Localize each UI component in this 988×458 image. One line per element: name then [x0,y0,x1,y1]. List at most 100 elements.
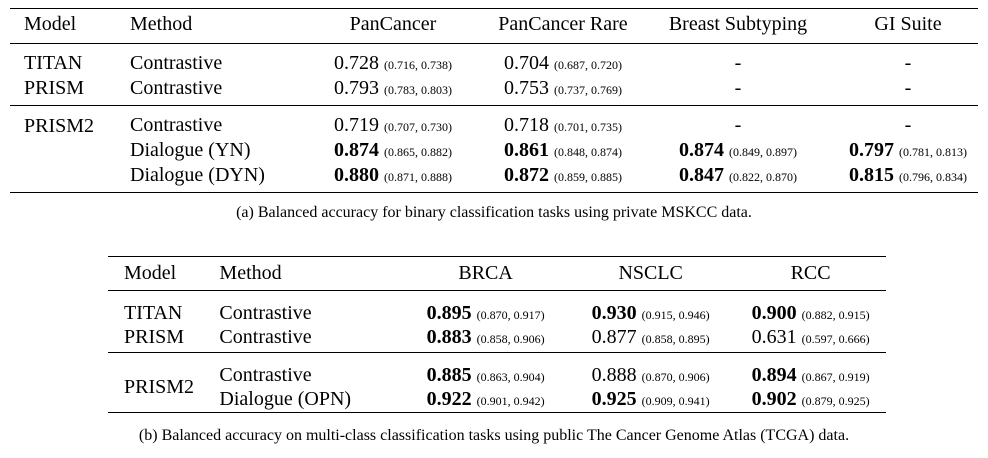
table-row: TITAN Contrastive 0.728 (0.716, 0.738) 0… [0,51,988,76]
metric-value: 0.872 [504,164,549,186]
confidence-interval: (0.867, 0.919) [801,369,870,384]
confidence-interval: (0.865, 0.882) [384,145,452,159]
confidence-interval: (0.870, 0.906) [641,369,710,384]
metric-cell: 0.753 (0.737, 0.769) [478,76,648,101]
model-cell: PRISM2 [24,115,95,137]
metric-cell: 0.815 (0.796, 0.834) [828,163,988,188]
table-row: PRISM2 Contrastive 0.885 (0.863, 0.904) … [108,363,888,398]
metric-value: 0.815 [849,164,894,186]
confidence-interval: (0.871, 0.888) [384,170,452,184]
method-cell: Dialogue (OPN) [219,387,352,410]
table-b-caption: (b) Balanced accuracy on multi-class cla… [138,427,850,444]
confidence-interval: (0.915, 0.946) [641,307,710,322]
column-header-method: Method [219,261,282,284]
column-header-pancancer-rare: PanCancer Rare [498,12,628,35]
metric-value: 0.895 [426,301,472,324]
metric-value: 0.930 [591,301,637,324]
metric-cell: 0.877 (0.858, 0.895) [568,325,733,349]
table-a-group-rule [10,105,978,106]
table-a-bottom-rule [10,192,978,193]
table-b-group-rule [108,352,886,353]
metric-cell: 0.861 (0.848, 0.874) [478,138,648,163]
table-a-top-rule [10,8,978,9]
metric-value: - [734,114,742,136]
metric-cell: 0.793 (0.783, 0.803) [308,76,478,101]
column-header-model: Model [124,261,177,284]
table-row: PRISM2 Contrastive 0.719 (0.707, 0.730) … [0,113,988,138]
table-row: Dialogue (YN) 0.874 (0.865, 0.882) 0.861… [0,138,988,163]
method-cell: Contrastive [130,114,223,136]
metric-value: - [904,77,912,99]
metric-cell: 0.885 (0.863, 0.904) [403,363,568,387]
metric-value: 0.874 [679,139,724,161]
confidence-interval: (0.737, 0.769) [554,83,622,97]
metric-value: 0.925 [591,387,637,410]
table-b-header-row: Model Method BRCA NSCLC RCC [108,259,888,287]
model-cell: PRISM2 [124,375,195,398]
metric-value: 0.631 [751,325,797,348]
confidence-interval: (0.859, 0.885) [554,170,622,184]
method-cell: Dialogue (YN) [130,139,251,161]
method-cell: Dialogue (DYN) [130,164,265,186]
metric-value: 0.797 [849,139,894,161]
column-header-breast-subtyping: Breast Subtyping [668,12,808,35]
metric-value: 0.861 [504,139,549,161]
metric-cell: 0.874 (0.849, 0.897) [648,138,828,163]
metric-value: 0.847 [679,164,724,186]
table-b-header-rule [108,290,886,291]
column-header-nsclc: NSCLC [618,261,683,284]
metric-value: 0.885 [426,363,472,386]
confidence-interval: (0.863, 0.904) [476,369,545,384]
metric-cell: - [828,51,988,76]
metric-cell: 0.728 (0.716, 0.738) [308,51,478,76]
metric-cell: 0.900 (0.882, 0.915) [733,301,888,325]
table-a-header-rule [10,43,978,44]
table-b: Model Method BRCA NSCLC RCC TITAN Contra… [108,259,888,411]
metric-value: - [904,52,912,74]
metric-value: 0.718 [504,114,549,136]
metric-cell: - [648,76,828,101]
method-cell: Contrastive [219,363,312,386]
table-row: PRISM Contrastive 0.793 (0.783, 0.803) 0… [0,76,988,101]
confidence-interval: (0.796, 0.834) [899,170,967,184]
column-header-brca: BRCA [458,261,513,284]
metric-cell: 0.930 (0.915, 0.946) [568,301,733,325]
table-row: TITAN Contrastive 0.895 (0.870, 0.917) 0… [108,301,888,325]
method-cell: Contrastive [219,325,312,348]
method-cell: Contrastive [130,77,223,99]
metric-cell: 0.719 (0.707, 0.730) [308,113,478,138]
metric-cell: - [828,76,988,101]
metric-cell: - [648,113,828,138]
confidence-interval: (0.848, 0.874) [554,145,622,159]
metric-cell: 0.872 (0.859, 0.885) [478,163,648,188]
confidence-interval: (0.858, 0.906) [476,331,545,346]
column-header-method: Method [130,12,193,35]
table-row: Dialogue (OPN) 0.922 (0.901, 0.942) 0.92… [108,387,888,411]
metric-value: - [734,77,742,99]
metric-cell: 0.883 (0.858, 0.906) [403,325,568,349]
metric-cell: 0.902 (0.879, 0.925) [733,387,888,411]
confidence-interval: (0.858, 0.895) [641,331,710,346]
metric-value: 0.902 [751,387,797,410]
metric-value: - [904,114,912,136]
column-header-model: Model [24,12,77,35]
table-b-bottom-rule [108,412,886,413]
column-header-pancancer: PanCancer [349,12,437,35]
metric-cell: 0.704 (0.687, 0.720) [478,51,648,76]
model-cell: PRISM [24,77,85,99]
metric-value: 0.888 [591,363,637,386]
model-cell: TITAN [24,52,83,74]
metric-cell: 0.925 (0.909, 0.941) [568,387,733,411]
metric-value: 0.719 [334,114,379,136]
metric-cell: 0.880 (0.871, 0.888) [308,163,478,188]
metric-cell: 0.718 (0.701, 0.735) [478,113,648,138]
metric-value: - [734,52,742,74]
metric-cell: 0.895 (0.870, 0.917) [403,301,568,325]
confidence-interval: (0.687, 0.720) [554,58,622,72]
metric-value: 0.728 [334,52,379,74]
metric-value: 0.922 [426,387,472,410]
method-cell: Contrastive [130,52,223,74]
table-a-header-row: Model Method PanCancer PanCancer Rare Br… [0,9,988,39]
metric-value: 0.874 [334,139,379,161]
metric-cell: 0.631 (0.597, 0.666) [733,325,888,349]
